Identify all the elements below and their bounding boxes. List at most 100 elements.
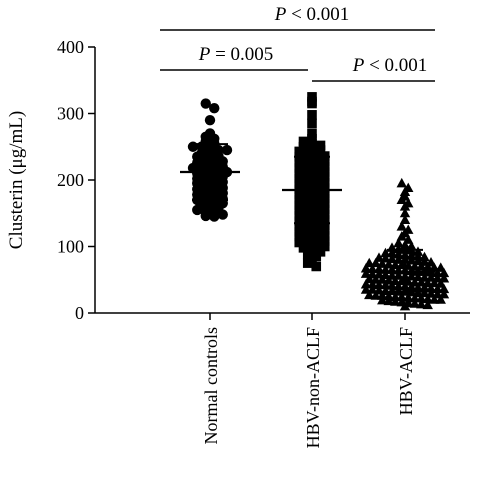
data-point bbox=[399, 207, 411, 218]
data-point bbox=[311, 261, 322, 272]
data-point bbox=[360, 268, 372, 278]
data-point bbox=[294, 200, 305, 211]
data-point bbox=[319, 209, 330, 220]
y-tick-label: 400 bbox=[57, 37, 84, 57]
data-point bbox=[311, 240, 322, 250]
data-point bbox=[386, 253, 398, 264]
data-point bbox=[403, 234, 414, 244]
data-point bbox=[319, 167, 330, 177]
data-point bbox=[425, 288, 437, 298]
data-point bbox=[311, 235, 322, 245]
data-point bbox=[302, 164, 313, 175]
comparison-label: P = 0.005 bbox=[198, 44, 274, 65]
data-point bbox=[438, 267, 450, 278]
data-point bbox=[319, 241, 330, 252]
mean-sd-bars bbox=[180, 143, 435, 293]
data-point bbox=[302, 233, 313, 244]
data-point bbox=[435, 278, 446, 288]
data-point bbox=[422, 299, 433, 310]
y-axis-title: Clusterin (μg/mL) bbox=[6, 111, 27, 249]
data-point bbox=[393, 249, 404, 259]
data-point bbox=[403, 182, 414, 193]
data-point bbox=[319, 156, 330, 167]
data-point bbox=[311, 213, 322, 224]
data-point bbox=[380, 269, 391, 280]
data-point bbox=[396, 177, 407, 188]
data-point bbox=[302, 175, 313, 185]
data-point bbox=[311, 176, 322, 187]
data-point bbox=[302, 228, 313, 238]
data-points bbox=[187, 92, 450, 311]
data-point bbox=[319, 204, 330, 215]
data-point bbox=[294, 211, 305, 221]
data-point bbox=[406, 271, 417, 281]
data-point bbox=[302, 148, 313, 159]
data-point bbox=[419, 287, 430, 298]
data-point bbox=[412, 246, 424, 256]
data-point bbox=[294, 157, 305, 168]
data-point bbox=[311, 187, 322, 197]
data-point bbox=[422, 293, 433, 304]
data-point bbox=[302, 153, 313, 164]
data-point bbox=[438, 283, 450, 294]
data-point bbox=[373, 269, 385, 279]
y-axis: 0 100 200 300 400 bbox=[57, 37, 96, 323]
data-point bbox=[386, 247, 398, 258]
data-point bbox=[438, 288, 450, 299]
data-point bbox=[438, 273, 450, 283]
data-point bbox=[367, 284, 378, 294]
data-point bbox=[409, 298, 420, 308]
data-point bbox=[393, 243, 404, 254]
data-point bbox=[319, 161, 330, 172]
data-point bbox=[364, 289, 375, 300]
data-point bbox=[399, 239, 411, 250]
data-point bbox=[396, 291, 407, 302]
data-point bbox=[393, 270, 404, 280]
data-point bbox=[315, 140, 326, 151]
data-point bbox=[383, 290, 394, 301]
data-point bbox=[302, 191, 313, 201]
y-tick-label: 200 bbox=[57, 170, 84, 190]
data-point bbox=[403, 197, 414, 208]
data-point bbox=[311, 203, 322, 213]
data-point bbox=[435, 294, 446, 304]
x-tick-label: Normal controls bbox=[201, 327, 221, 444]
data-point bbox=[403, 224, 414, 234]
data-point bbox=[204, 114, 216, 126]
data-point bbox=[360, 263, 372, 273]
data-point bbox=[319, 193, 330, 204]
data-point bbox=[294, 173, 305, 184]
data-point bbox=[319, 188, 330, 199]
data-point bbox=[302, 207, 313, 217]
data-point bbox=[393, 237, 404, 248]
data-point bbox=[298, 136, 309, 147]
data-point bbox=[377, 258, 388, 268]
data-point bbox=[370, 257, 381, 268]
data-point bbox=[425, 257, 437, 267]
data-point bbox=[294, 168, 305, 179]
data-point bbox=[302, 201, 313, 212]
data-point bbox=[396, 296, 407, 307]
data-point bbox=[294, 189, 305, 200]
data-point bbox=[403, 297, 414, 308]
data-point bbox=[294, 216, 305, 227]
data-point bbox=[399, 214, 411, 224]
data-point bbox=[307, 118, 317, 129]
data-point bbox=[406, 250, 417, 260]
data-point bbox=[311, 155, 322, 165]
data-point bbox=[311, 208, 322, 219]
data-point bbox=[200, 98, 211, 109]
data-point bbox=[221, 144, 233, 156]
data-point bbox=[311, 181, 322, 192]
data-point bbox=[419, 251, 430, 262]
data-point bbox=[319, 220, 330, 231]
data-point bbox=[302, 169, 313, 180]
data-point bbox=[311, 224, 322, 235]
data-point bbox=[373, 252, 385, 262]
data-point bbox=[319, 231, 330, 241]
x-tick-label: HBV-ACLF bbox=[396, 327, 416, 415]
data-point bbox=[307, 110, 317, 120]
data-point bbox=[204, 128, 216, 139]
